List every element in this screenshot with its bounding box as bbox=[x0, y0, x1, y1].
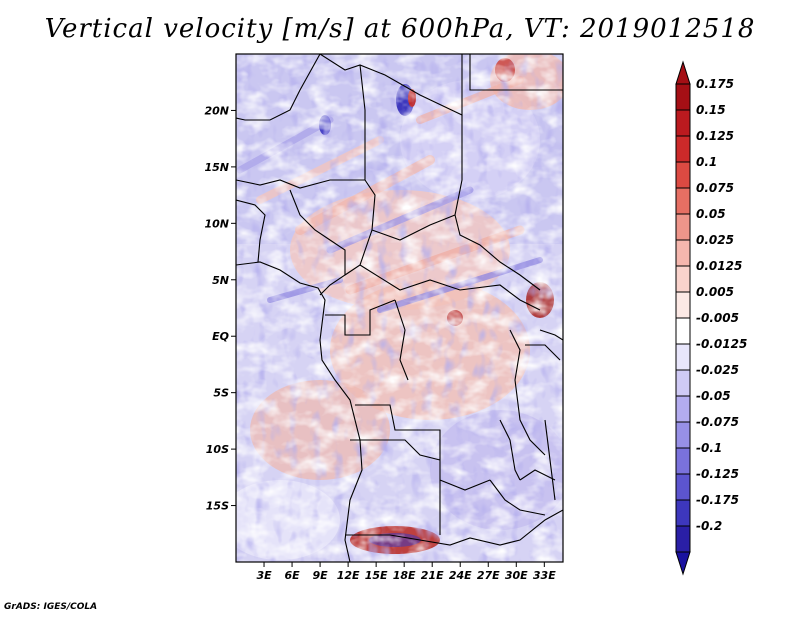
colorbar-label: 0.175 bbox=[696, 77, 734, 91]
colorbar-bottom-arrow bbox=[675, 551, 691, 576]
colorbar-swatch bbox=[675, 421, 691, 449]
lat-label: 15S bbox=[206, 500, 229, 513]
latitude-axis: 20N 15N 10N 5N EQ 5S 10S 15S bbox=[204, 104, 236, 513]
colorbar-swatch bbox=[675, 525, 691, 553]
lon-label: 15E bbox=[365, 569, 388, 582]
colorbar-label: -0.175 bbox=[696, 493, 739, 507]
lat-label: 5S bbox=[213, 387, 229, 400]
colorbar-label: 0.15 bbox=[696, 103, 726, 117]
lon-label: 9E bbox=[312, 569, 328, 582]
lat-label: 10S bbox=[206, 443, 229, 456]
colorbar-label: -0.1 bbox=[696, 441, 722, 455]
chart-title: Vertical velocity [m/s] at 600hPa, VT: 2… bbox=[44, 14, 756, 44]
colorbar-swatch bbox=[675, 291, 691, 319]
colorbar: 0.175 0.15 0.125 0.1 0.075 0.05 0.025 0.0125 0.0… bbox=[675, 60, 747, 576]
lon-label: 18E bbox=[393, 569, 416, 582]
lat-label: 15N bbox=[204, 161, 229, 174]
colorbar-label: 0.05 bbox=[696, 207, 726, 221]
colorbar-label: -0.2 bbox=[696, 519, 722, 533]
colorbar-label: -0.025 bbox=[696, 363, 739, 377]
colorbar-top-arrow bbox=[675, 60, 691, 85]
colorbar-label: -0.05 bbox=[696, 389, 731, 403]
colorbar-label: -0.075 bbox=[696, 415, 739, 429]
colorbar-swatch bbox=[675, 83, 691, 111]
colorbar-swatch bbox=[675, 265, 691, 293]
lon-label: 12E bbox=[337, 569, 360, 582]
vertical-velocity-field bbox=[236, 54, 563, 562]
colorbar-swatch bbox=[675, 369, 691, 397]
colorbar-swatch bbox=[675, 473, 691, 501]
lon-label: 33E bbox=[533, 569, 556, 582]
colorbar-swatch bbox=[675, 395, 691, 423]
colorbar-swatch bbox=[675, 161, 691, 189]
colorbar-label: 0.005 bbox=[696, 285, 734, 299]
credit-text: GrADS: IGES/COLA bbox=[4, 602, 98, 612]
lat-label: 10N bbox=[204, 217, 229, 230]
lon-label: 24E bbox=[449, 569, 472, 582]
colorbar-swatch bbox=[675, 109, 691, 137]
colorbar-label: -0.0125 bbox=[696, 337, 747, 351]
lon-label: 27E bbox=[477, 569, 500, 582]
colorbar-swatch bbox=[675, 213, 691, 241]
colorbar-label: 0.0125 bbox=[696, 259, 742, 273]
colorbar-swatch bbox=[675, 499, 691, 527]
colorbar-swatch bbox=[675, 317, 691, 345]
lat-label: EQ bbox=[212, 330, 229, 343]
lon-label: 30E bbox=[505, 569, 528, 582]
colorbar-label: 0.025 bbox=[696, 233, 734, 247]
colorbar-swatch bbox=[675, 135, 691, 163]
lon-label: 3E bbox=[256, 569, 272, 582]
country-borders bbox=[236, 54, 563, 562]
colorbar-label: 0.1 bbox=[696, 155, 717, 169]
map-frame bbox=[235, 53, 564, 563]
longitude-axis: 3E 6E 9E 12E 15E 18E 21E 24E 27E 30E 33E bbox=[256, 562, 556, 582]
colorbar-label: 0.125 bbox=[696, 129, 734, 143]
colorbar-swatch bbox=[675, 239, 691, 267]
colorbar-swatch bbox=[675, 187, 691, 215]
colorbar-swatch bbox=[675, 447, 691, 475]
colorbar-swatch bbox=[675, 343, 691, 371]
lon-label: 21E bbox=[421, 569, 444, 582]
lat-label: 20N bbox=[204, 104, 229, 117]
colorbar-label: 0.075 bbox=[696, 181, 734, 195]
colorbar-label: -0.125 bbox=[696, 467, 739, 481]
lat-label: 5N bbox=[212, 274, 229, 287]
colorbar-label: -0.005 bbox=[696, 311, 739, 325]
lon-label: 6E bbox=[284, 569, 300, 582]
